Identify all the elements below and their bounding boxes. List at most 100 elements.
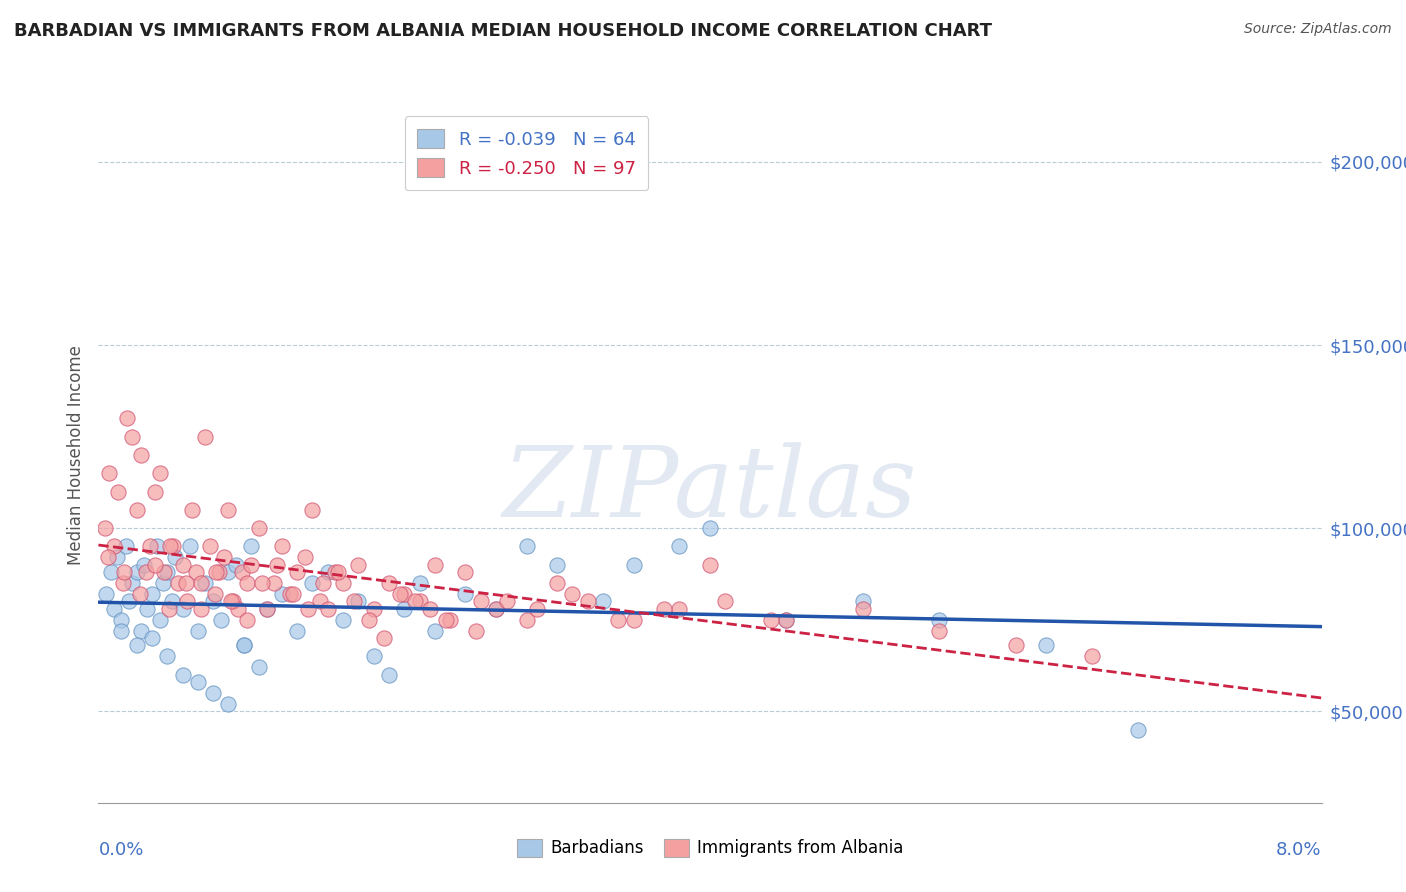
- Point: [93, 521, 115, 535]
- Point: [240, 558, 263, 572]
- Point: [378, 576, 401, 591]
- Point: [139, 540, 162, 554]
- Point: [153, 565, 176, 579]
- Point: [121, 429, 143, 443]
- Point: [172, 601, 194, 615]
- Point: [294, 550, 316, 565]
- Point: [172, 558, 194, 572]
- Point: [343, 594, 366, 608]
- Point: [607, 613, 630, 627]
- Point: [217, 697, 239, 711]
- Point: [434, 613, 457, 627]
- Point: [714, 594, 737, 608]
- Point: [204, 587, 226, 601]
- Point: [278, 587, 301, 601]
- Point: [198, 540, 221, 554]
- Point: [187, 624, 209, 638]
- Point: [190, 601, 212, 615]
- Point: [347, 558, 370, 572]
- Point: [179, 540, 201, 554]
- Point: [235, 576, 257, 591]
- Point: [363, 649, 385, 664]
- Point: [699, 558, 721, 572]
- Text: BARBADIAN VS IMMIGRANTS FROM ALBANIA MEDIAN HOUSEHOLD INCOME CORRELATION CHART: BARBADIAN VS IMMIGRANTS FROM ALBANIA MED…: [14, 22, 993, 40]
- Point: [190, 576, 212, 591]
- Point: [125, 565, 148, 579]
- Point: [225, 558, 247, 572]
- Point: [775, 613, 797, 627]
- Point: [250, 576, 273, 591]
- Point: [128, 587, 150, 601]
- Point: [928, 624, 950, 638]
- Point: [309, 594, 332, 608]
- Point: [110, 613, 132, 627]
- Point: [546, 576, 568, 591]
- Point: [1004, 638, 1026, 652]
- Point: [408, 594, 430, 608]
- Point: [135, 565, 157, 579]
- Point: [423, 558, 446, 572]
- Point: [143, 484, 166, 499]
- Point: [297, 601, 319, 615]
- Point: [149, 613, 172, 627]
- Point: [623, 558, 645, 572]
- Point: [316, 565, 339, 579]
- Point: [852, 601, 875, 615]
- Point: [485, 601, 508, 615]
- Point: [129, 624, 152, 638]
- Point: [129, 448, 152, 462]
- Point: [145, 540, 167, 554]
- Point: [454, 565, 477, 579]
- Point: [212, 550, 235, 565]
- Point: [312, 576, 335, 591]
- Point: [852, 594, 875, 608]
- Point: [928, 613, 950, 627]
- Point: [103, 540, 125, 554]
- Point: [623, 613, 645, 627]
- Point: [388, 587, 411, 601]
- Text: Source: ZipAtlas.com: Source: ZipAtlas.com: [1244, 22, 1392, 37]
- Point: [152, 576, 174, 591]
- Point: [347, 594, 370, 608]
- Point: [217, 503, 239, 517]
- Point: [121, 576, 143, 591]
- Point: [270, 587, 294, 601]
- Point: [263, 576, 285, 591]
- Point: [134, 558, 156, 572]
- Point: [515, 540, 537, 554]
- Point: [143, 558, 166, 572]
- Text: 8.0%: 8.0%: [1277, 841, 1322, 859]
- Point: [226, 601, 249, 615]
- Point: [187, 675, 209, 690]
- Point: [485, 601, 508, 615]
- Point: [107, 484, 129, 499]
- Point: [202, 686, 225, 700]
- Point: [105, 550, 128, 565]
- Point: [240, 540, 263, 554]
- Point: [118, 594, 141, 608]
- Point: [159, 540, 181, 554]
- Point: [221, 594, 243, 608]
- Text: ZIPatlas: ZIPatlas: [503, 442, 917, 537]
- Point: [202, 594, 225, 608]
- Point: [232, 638, 254, 652]
- Point: [222, 594, 245, 608]
- Point: [235, 613, 257, 627]
- Point: [465, 624, 488, 638]
- Point: [526, 601, 548, 615]
- Point: [392, 601, 416, 615]
- Point: [194, 429, 217, 443]
- Point: [419, 601, 441, 615]
- Point: [423, 624, 446, 638]
- Point: [125, 503, 148, 517]
- Point: [103, 601, 125, 615]
- Point: [125, 638, 148, 652]
- Point: [561, 587, 583, 601]
- Point: [699, 521, 721, 535]
- Point: [316, 601, 339, 615]
- Point: [136, 601, 159, 615]
- Point: [301, 576, 323, 591]
- Legend: Barbadians, Immigrants from Albania: Barbadians, Immigrants from Albania: [510, 832, 910, 864]
- Point: [157, 601, 180, 615]
- Point: [495, 594, 517, 608]
